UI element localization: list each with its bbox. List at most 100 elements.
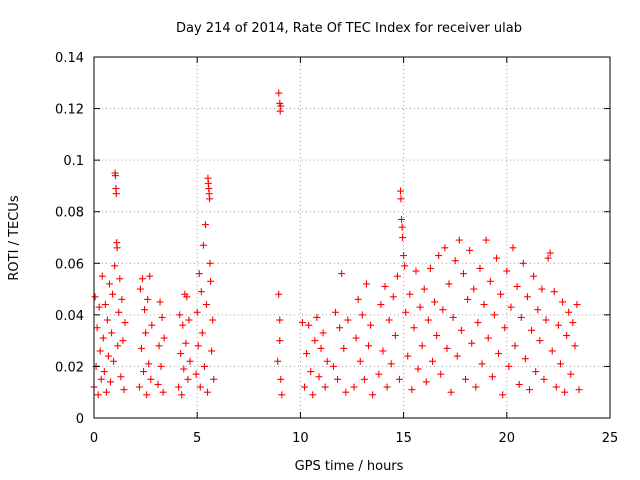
data-point [393,272,401,280]
data-point [137,344,145,352]
y-tick-label: 0.14 [55,51,84,66]
data-point [200,362,208,370]
data-point [478,360,486,368]
x-tick-label: 5 [193,431,201,446]
data-point [208,347,216,355]
data-point [426,264,434,272]
data-point [569,319,577,327]
data-point [571,342,579,350]
data-point [305,321,313,329]
data-point [340,344,348,352]
data-point [201,221,209,229]
data-point [391,331,399,339]
data-point [139,275,147,283]
data-point [336,324,344,332]
data-point [401,262,409,270]
data-point [344,316,352,324]
data-point [497,290,505,298]
data-point [563,331,571,339]
data-point [204,388,212,396]
y-tick-labels: 0 0.02 0.04 0.06 0.08 0.1 0.12 0.14 [55,51,84,427]
data-point [111,262,119,270]
data-point [95,303,103,311]
plot-frame [93,56,611,419]
data-point [317,344,325,352]
data-point [276,107,284,115]
data-point [160,334,168,342]
data-point [198,329,206,337]
data-point [484,334,492,342]
data-point [121,319,129,327]
data-point [451,257,459,265]
data-point [511,342,519,350]
data-point [277,102,285,110]
data-point [277,375,285,383]
data-point [105,280,113,288]
data-point [303,350,311,358]
data-point [457,326,465,334]
data-point [466,246,474,254]
data-point [275,89,283,97]
data-point [155,342,163,350]
data-point [186,357,194,365]
data-point [550,288,558,296]
data-point [209,316,217,324]
data-point [99,334,107,342]
data-point [157,362,165,370]
data-point [385,316,393,324]
data-point [474,319,482,327]
data-point [107,378,115,386]
data-point [499,391,507,399]
x-tick-label: 0 [90,431,98,446]
data-point [387,360,395,368]
data-point [513,282,521,290]
data-point [298,319,306,327]
data-point [443,344,451,352]
data-point [397,187,405,195]
data-point [561,388,569,396]
data-point [559,298,567,306]
data-point [143,391,151,399]
data-point [323,357,331,365]
data-point [400,252,408,260]
data-point [147,375,155,383]
data-point [202,301,210,309]
data-point [433,331,441,339]
data-point [338,270,346,278]
data-point [526,386,534,394]
data-point [110,357,118,365]
data-point [146,272,154,280]
data-point [492,254,500,262]
data-point [319,329,327,337]
data-point [141,306,149,314]
data-point [185,316,193,324]
data-point [554,321,562,329]
x-tick-labels: 0 5 10 15 20 25 [90,431,618,446]
data-point [120,386,128,394]
data-point [437,370,445,378]
data-point [100,368,108,376]
data-point [144,295,152,303]
data-point [159,388,167,396]
data-point [182,339,190,347]
data-point [195,270,203,278]
data-point [389,293,397,301]
data-point [532,368,540,376]
data-point [101,301,109,309]
data-point [199,241,207,249]
data-point [519,259,527,267]
data-point [495,350,503,358]
data-point [154,380,162,388]
data-point [441,244,449,252]
data-point [534,306,542,314]
data-point [103,316,111,324]
data-point [175,383,183,391]
data-point [192,370,200,378]
data-point [375,370,383,378]
data-point [115,308,123,316]
data-point [449,313,457,321]
data-point [102,388,110,396]
data-point [116,275,124,283]
data-point [350,383,358,391]
data-point [196,383,204,391]
